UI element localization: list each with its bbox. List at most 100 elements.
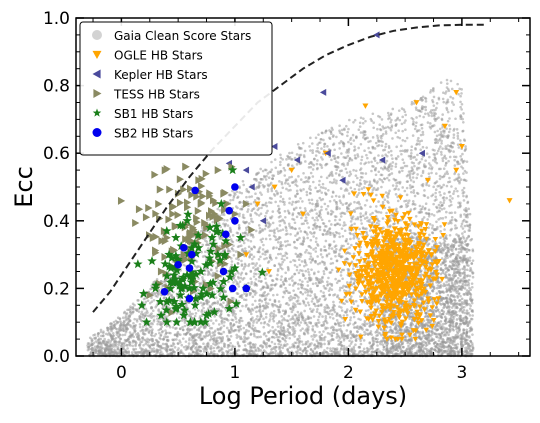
gaia-point bbox=[299, 321, 303, 324]
gaia-point bbox=[463, 224, 467, 228]
gaia-point bbox=[291, 325, 295, 329]
gaia-point bbox=[274, 166, 278, 170]
gaia-point bbox=[373, 340, 376, 343]
gaia-point bbox=[453, 164, 457, 167]
gaia-point bbox=[175, 338, 178, 341]
gaia-point bbox=[243, 292, 246, 295]
gaia-point bbox=[381, 167, 385, 171]
gaia-point bbox=[445, 106, 448, 110]
gaia-point bbox=[118, 320, 122, 323]
gaia-point bbox=[311, 149, 314, 152]
gaia-point bbox=[117, 335, 121, 339]
gaia-point bbox=[401, 129, 404, 133]
gaia-point bbox=[352, 252, 356, 256]
gaia-point bbox=[176, 349, 179, 352]
gaia-point bbox=[338, 129, 341, 133]
gaia-point bbox=[388, 206, 391, 209]
gaia-point bbox=[278, 224, 282, 227]
gaia-point bbox=[396, 199, 400, 203]
gaia-point bbox=[229, 352, 232, 355]
gaia-point bbox=[186, 347, 189, 351]
gaia-point bbox=[289, 307, 293, 311]
gaia-point bbox=[345, 313, 349, 317]
gaia-point bbox=[234, 328, 238, 332]
gaia-point bbox=[285, 256, 289, 260]
gaia-point bbox=[249, 292, 253, 295]
gaia-point bbox=[439, 272, 443, 276]
gaia-point bbox=[403, 199, 406, 203]
gaia-point bbox=[309, 238, 313, 242]
gaia-point bbox=[325, 225, 328, 228]
gaia-point bbox=[312, 308, 315, 311]
gaia-point bbox=[236, 325, 240, 328]
gaia-point bbox=[217, 341, 220, 345]
gaia-point bbox=[296, 310, 300, 314]
gaia-point bbox=[461, 232, 464, 235]
gaia-point bbox=[416, 153, 419, 157]
gaia-point bbox=[374, 188, 378, 192]
gaia-point bbox=[271, 350, 275, 354]
gaia-point bbox=[409, 178, 413, 182]
gaia-point bbox=[232, 329, 236, 333]
gaia-point bbox=[265, 345, 268, 349]
gaia-point bbox=[261, 229, 265, 232]
gaia-point bbox=[443, 345, 447, 349]
gaia-point bbox=[247, 336, 250, 340]
gaia-point bbox=[324, 317, 328, 320]
gaia-point bbox=[281, 158, 284, 161]
gaia-point bbox=[146, 299, 150, 303]
gaia-point bbox=[208, 338, 212, 342]
gaia-point bbox=[445, 184, 449, 188]
gaia-point bbox=[359, 175, 363, 179]
gaia-point bbox=[365, 346, 369, 350]
gaia-point bbox=[200, 314, 204, 317]
gaia-point bbox=[411, 134, 415, 137]
gaia-point bbox=[345, 351, 349, 355]
gaia-point bbox=[258, 276, 261, 279]
gaia-point bbox=[304, 216, 308, 219]
gaia-point bbox=[414, 106, 418, 109]
gaia-point bbox=[308, 184, 312, 188]
gaia-point bbox=[297, 175, 300, 178]
gaia-point bbox=[369, 205, 372, 209]
gaia-point bbox=[405, 199, 408, 203]
gaia-point bbox=[314, 276, 318, 280]
gaia-point bbox=[304, 160, 307, 163]
gaia-point bbox=[316, 308, 319, 311]
gaia-point bbox=[109, 340, 113, 343]
gaia-point bbox=[398, 170, 401, 173]
gaia-point bbox=[277, 330, 280, 333]
gaia-point bbox=[335, 135, 338, 139]
gaia-point bbox=[328, 287, 332, 290]
gaia-point bbox=[283, 318, 287, 322]
gaia-point bbox=[284, 344, 287, 348]
gaia-point bbox=[353, 349, 357, 353]
gaia-point bbox=[391, 137, 394, 140]
gaia-point bbox=[229, 257, 233, 260]
gaia-point bbox=[207, 342, 210, 346]
gaia-point bbox=[319, 289, 323, 293]
gaia-point bbox=[203, 302, 206, 305]
gaia-point bbox=[300, 283, 303, 286]
gaia-point bbox=[129, 310, 132, 314]
gaia-point bbox=[208, 230, 212, 234]
gaia-point bbox=[247, 262, 251, 266]
gaia-point bbox=[235, 281, 239, 284]
gaia-point bbox=[256, 315, 259, 318]
gaia-point bbox=[222, 284, 225, 288]
gaia-point bbox=[466, 268, 469, 272]
gaia-point bbox=[336, 161, 340, 164]
gaia-point bbox=[429, 89, 433, 92]
gaia-point bbox=[212, 346, 216, 350]
gaia-point bbox=[275, 227, 279, 230]
gaia-point bbox=[219, 316, 223, 319]
gaia-point bbox=[340, 306, 343, 309]
gaia-point bbox=[471, 259, 475, 262]
gaia-point bbox=[464, 179, 468, 183]
gaia-point bbox=[423, 96, 427, 100]
gaia-point bbox=[464, 206, 468, 210]
gaia-point bbox=[400, 122, 404, 126]
gaia-point bbox=[134, 344, 137, 348]
gaia-point bbox=[223, 224, 227, 228]
